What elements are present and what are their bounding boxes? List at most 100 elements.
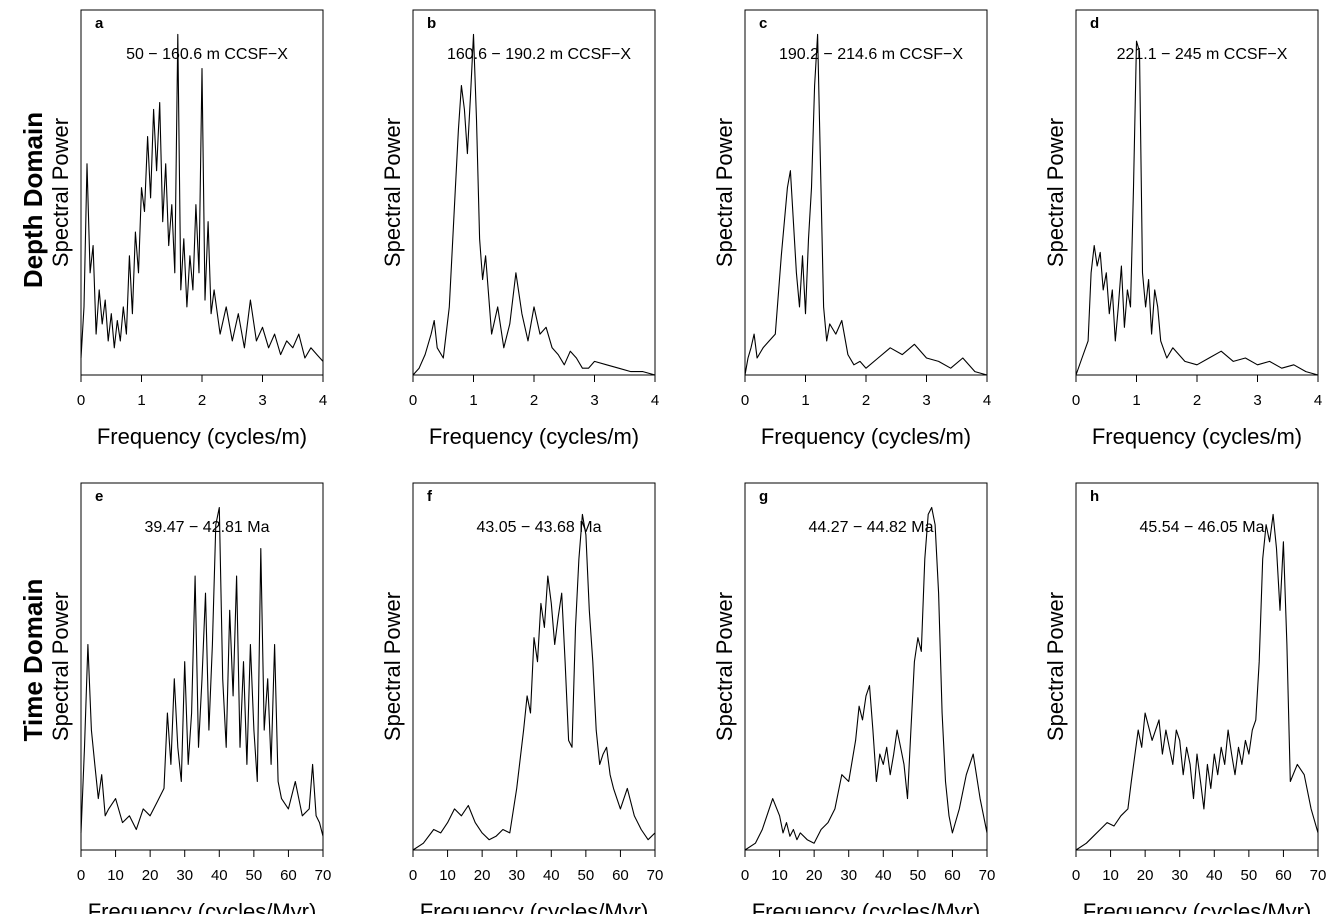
plot-frame bbox=[80, 9, 324, 375]
x-tick-label: 20 bbox=[806, 867, 823, 884]
panel-letter: b bbox=[427, 15, 436, 32]
plot-frame bbox=[744, 482, 988, 850]
panel-g: g 44.27 − 44.82 Ma Spectral Power Frequency… bbox=[712, 482, 995, 914]
x-tick-label: 50 bbox=[1241, 867, 1258, 884]
spectrum-trace-0 bbox=[412, 33, 656, 376]
panel-b: b 160.6 − 190.2 m CCSF−X Spectral Power Fre… bbox=[380, 9, 659, 449]
x-tick-label: 70 bbox=[1310, 867, 1327, 884]
x-tick-label: 0 bbox=[77, 867, 85, 884]
x-tick-label: 10 bbox=[771, 867, 788, 884]
x-tick-label: 70 bbox=[647, 867, 664, 884]
x-tick-label: 20 bbox=[142, 867, 159, 884]
x-tick-label: 3 bbox=[590, 392, 598, 409]
x-axis-title: Frequency (cycles/m) bbox=[97, 424, 307, 449]
x-axis-title: Frequency (cycles/m) bbox=[1092, 424, 1302, 449]
panel-range-label: 221.1 − 245 m CCSF−X bbox=[1117, 46, 1288, 63]
x-tick-label: 20 bbox=[474, 867, 491, 884]
x-axis-title: Frequency (cycles/m) bbox=[429, 424, 639, 449]
x-tick-label: 50 bbox=[246, 867, 263, 884]
x-tick-label: 10 bbox=[107, 867, 124, 884]
panel-range-label: 190.2 − 214.6 m CCSF−X bbox=[779, 46, 963, 63]
y-axis-title: Spectral Power bbox=[48, 118, 73, 267]
x-tick-label: 60 bbox=[612, 867, 629, 884]
x-tick-label: 3 bbox=[922, 392, 930, 409]
panels: a 50 − 160.6 m CCSF−X Spectral Power Freque… bbox=[48, 9, 1327, 914]
x-tick-label: 10 bbox=[439, 867, 456, 884]
panel-d: d 221.1 − 245 m CCSF−X Spectral Power Frequ… bbox=[1043, 9, 1322, 449]
panel-letter: g bbox=[759, 488, 768, 505]
x-tick-label: 0 bbox=[409, 392, 417, 409]
x-tick-label: 4 bbox=[983, 392, 991, 409]
row-label-depth: Depth Domain bbox=[18, 112, 48, 288]
x-tick-label: 0 bbox=[1072, 867, 1080, 884]
panel-letter: h bbox=[1090, 488, 1099, 505]
x-tick-label: 0 bbox=[741, 392, 749, 409]
x-tick-label: 20 bbox=[1137, 867, 1154, 884]
x-tick-label: 3 bbox=[258, 392, 266, 409]
x-tick-label: 60 bbox=[944, 867, 961, 884]
x-tick-label: 2 bbox=[862, 392, 870, 409]
x-tick-label: 1 bbox=[469, 392, 477, 409]
spectrum-trace-0 bbox=[80, 506, 324, 837]
x-tick-label: 4 bbox=[651, 392, 659, 409]
spectrum-trace-0 bbox=[1075, 513, 1319, 851]
panel-letter: a bbox=[95, 15, 104, 32]
x-tick-label: 4 bbox=[319, 392, 327, 409]
panel-a: a 50 − 160.6 m CCSF−X Spectral Power Freque… bbox=[48, 9, 327, 449]
plot-frame bbox=[1075, 9, 1319, 375]
panel-range-label: 45.54 − 46.05 Ma bbox=[1140, 519, 1265, 536]
plot-frame bbox=[1075, 482, 1319, 850]
panel-range-label: 43.05 − 43.68 Ma bbox=[477, 519, 602, 536]
y-axis-title: Spectral Power bbox=[380, 592, 405, 741]
x-tick-label: 30 bbox=[508, 867, 525, 884]
x-axis-title: Frequency (cycles/Myr) bbox=[88, 899, 317, 914]
plot-frame bbox=[412, 482, 656, 850]
x-tick-label: 30 bbox=[1171, 867, 1188, 884]
x-tick-label: 30 bbox=[840, 867, 857, 884]
y-axis-title: Spectral Power bbox=[1043, 592, 1068, 741]
x-tick-label: 40 bbox=[543, 867, 560, 884]
x-tick-label: 60 bbox=[1275, 867, 1292, 884]
x-tick-label: 2 bbox=[1193, 392, 1201, 409]
y-axis-title: Spectral Power bbox=[48, 592, 73, 741]
panel-letter: c bbox=[759, 15, 767, 32]
x-tick-label: 60 bbox=[280, 867, 297, 884]
panel-c: c 190.2 − 214.6 m CCSF−X Spectral Power Fre… bbox=[712, 9, 991, 449]
panel-f: f 43.05 − 43.68 Ma Spectral Power Frequency… bbox=[380, 482, 664, 914]
x-tick-label: 50 bbox=[910, 867, 927, 884]
x-tick-label: 50 bbox=[578, 867, 595, 884]
x-tick-label: 10 bbox=[1102, 867, 1119, 884]
x-axis-title: Frequency (cycles/Myr) bbox=[420, 899, 649, 914]
panel-letter: e bbox=[95, 488, 103, 505]
plot-frame bbox=[744, 9, 988, 375]
x-tick-label: 1 bbox=[1132, 392, 1140, 409]
x-tick-label: 0 bbox=[409, 867, 417, 884]
x-tick-label: 1 bbox=[801, 392, 809, 409]
y-axis-title: Spectral Power bbox=[1043, 118, 1068, 267]
panel-letter: d bbox=[1090, 15, 1099, 32]
spectrum-trace-0 bbox=[412, 513, 656, 851]
x-axis-title: Frequency (cycles/Myr) bbox=[752, 899, 981, 914]
x-tick-label: 2 bbox=[530, 392, 538, 409]
x-tick-label: 40 bbox=[211, 867, 228, 884]
panel-range-label: 50 − 160.6 m CCSF−X bbox=[126, 46, 288, 63]
spectrum-trace-0 bbox=[744, 506, 988, 851]
panel-h: h 45.54 − 46.05 Ma Spectral Power Frequency… bbox=[1043, 482, 1327, 914]
panel-e: e 39.47 − 42.81 Ma Spectral Power Frequency… bbox=[48, 482, 331, 914]
x-tick-label: 2 bbox=[198, 392, 206, 409]
y-axis-title: Spectral Power bbox=[380, 118, 405, 267]
spectrum-trace-0 bbox=[80, 33, 324, 362]
plot-frame bbox=[80, 482, 324, 850]
panel-range-label: 44.27 − 44.82 Ma bbox=[809, 519, 934, 536]
y-axis-title: Spectral Power bbox=[712, 592, 737, 741]
x-tick-label: 40 bbox=[875, 867, 892, 884]
x-tick-label: 0 bbox=[741, 867, 749, 884]
x-tick-label: 0 bbox=[77, 392, 85, 409]
x-axis-title: Frequency (cycles/Myr) bbox=[1083, 899, 1312, 914]
plot-frame bbox=[412, 9, 656, 375]
panel-range-label: 160.6 − 190.2 m CCSF−X bbox=[447, 46, 631, 63]
spectrum-trace-0 bbox=[744, 33, 988, 376]
row-label-time: Time Domain bbox=[18, 579, 48, 742]
x-tick-label: 1 bbox=[137, 392, 145, 409]
